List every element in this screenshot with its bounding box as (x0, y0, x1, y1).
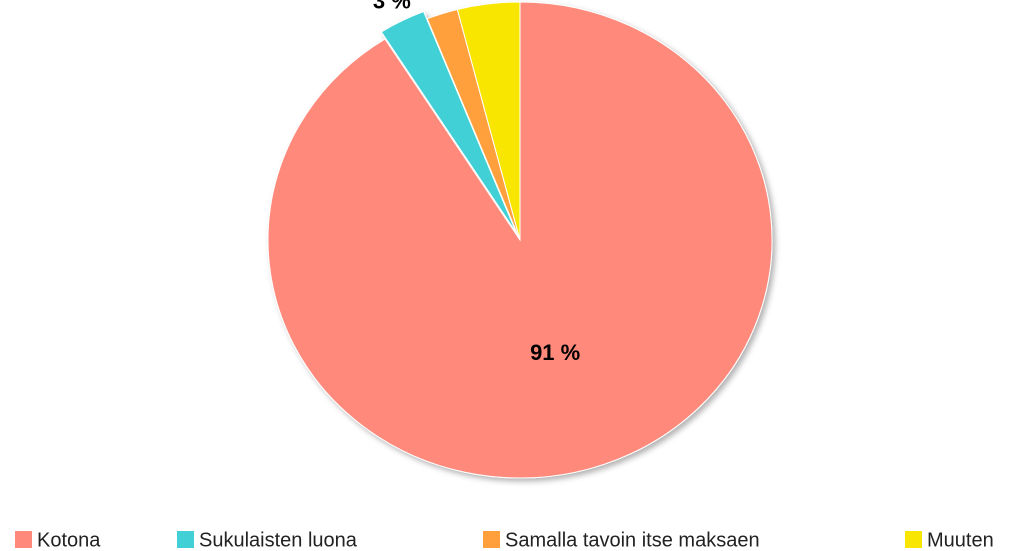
pie-slice (456, 1, 521, 241)
legend-swatch (15, 531, 32, 548)
legend-label: Sukulaisten luona (199, 529, 358, 551)
legend-swatch (905, 531, 922, 548)
legend-swatch (483, 531, 500, 548)
value-label: 91 % (530, 340, 580, 365)
pie-slice (380, 10, 517, 234)
legend-label: Samalla tavoin itse maksaen (505, 529, 760, 551)
value-label: 3 % (373, 0, 411, 13)
legend-label: Muuten (927, 529, 994, 551)
legend-swatch (177, 531, 194, 548)
pie (267, 1, 773, 479)
legend-label: Kotona (37, 529, 101, 551)
